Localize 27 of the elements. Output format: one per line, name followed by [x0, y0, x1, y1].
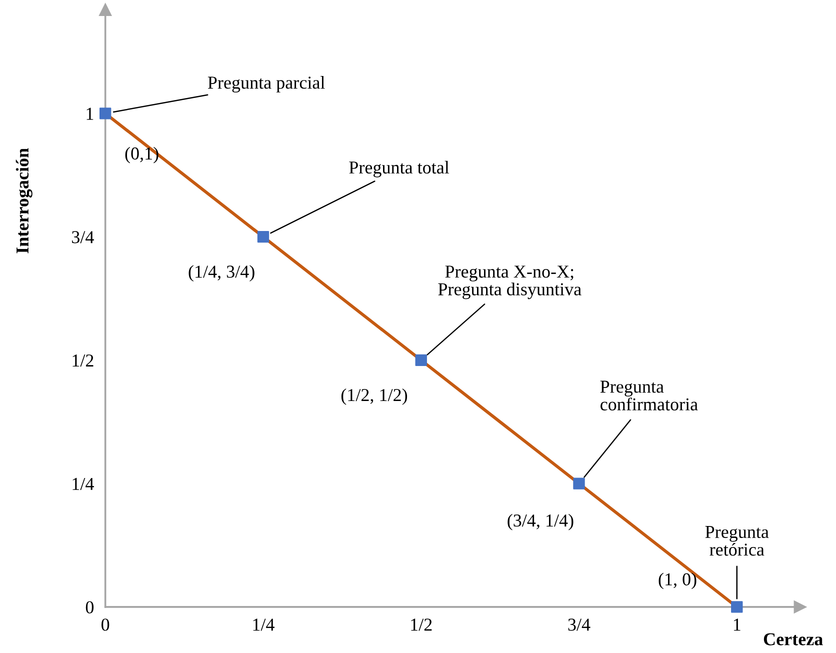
- point: [731, 601, 743, 613]
- point: [415, 354, 427, 366]
- x-tick-label: 1/4: [253, 618, 274, 631]
- y-tick-label: 1/2: [72, 354, 94, 367]
- annotation: Pregunta confirmatoria: [600, 380, 698, 410]
- annotation: Pregunta parcial: [208, 76, 325, 92]
- annotation: Pregunta retórica: [705, 526, 769, 556]
- annotation: Pregunta total: [349, 160, 450, 178]
- annotation: (1/4, 3/4): [188, 265, 254, 282]
- x-tick-label: 1: [734, 618, 740, 631]
- y-tick-label: 1/4: [72, 478, 94, 490]
- y-tick-label: 3/4: [72, 231, 94, 244]
- x-tick-label: 3/4: [568, 618, 590, 631]
- x-axis-title: Certeza: [764, 633, 823, 646]
- x-tick-label: 1/2: [411, 618, 432, 631]
- annotation: (3/4, 1/4): [508, 514, 574, 530]
- point: [573, 478, 585, 490]
- annotation: (1, 0): [658, 572, 696, 590]
- y-tick-label: 0: [86, 601, 94, 614]
- annotation: (0,1): [125, 146, 158, 164]
- point: [99, 108, 112, 120]
- annotation: (1/2, 1/2): [341, 388, 408, 405]
- y-axis-title: Interrogación: [16, 148, 32, 254]
- y-tick-label: 1: [86, 108, 94, 120]
- point: [257, 230, 270, 243]
- annotation: Pregunta X-no-X; Pregunta disyuntiva: [438, 266, 582, 300]
- x-tick-label: 0: [102, 618, 110, 631]
